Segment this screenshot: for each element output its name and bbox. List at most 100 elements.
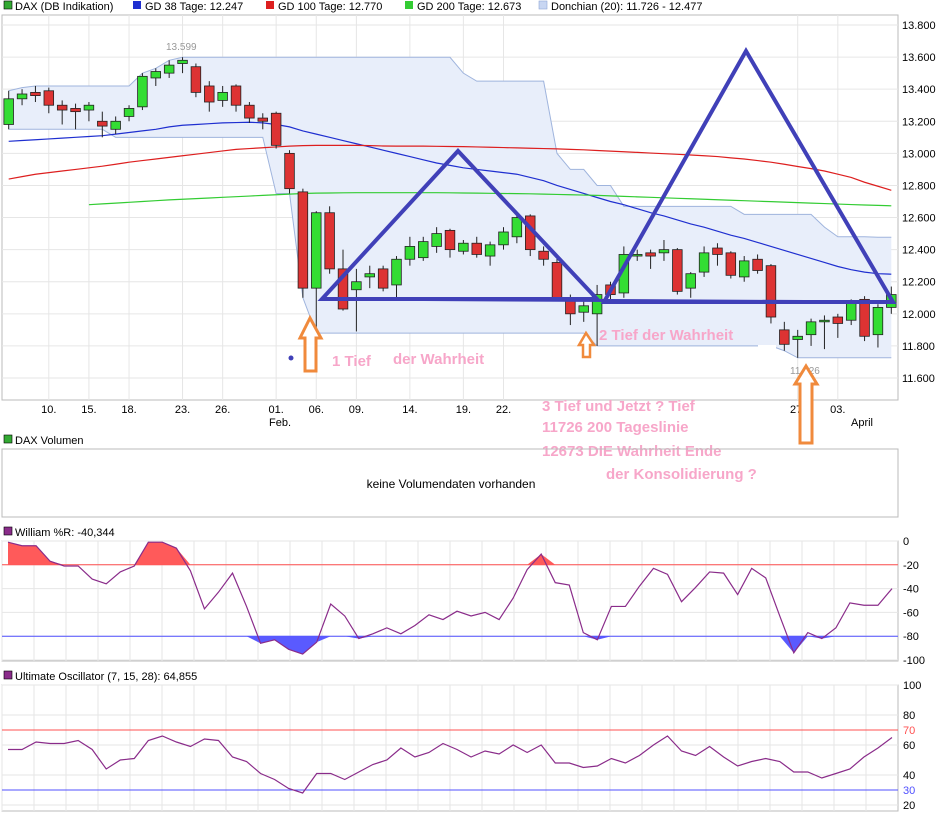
candle-body — [872, 306, 884, 336]
osc-y-tick: 80 — [903, 710, 915, 722]
candle-body — [805, 321, 817, 336]
legend-volume: DAX Volumen — [15, 435, 83, 447]
price-y-tick: 12.000 — [902, 309, 936, 321]
candle — [418, 236, 429, 261]
candle-body — [163, 64, 175, 74]
annotation-tief2: 2 Tief der Wahrheit — [599, 327, 733, 344]
williams-panel: William %R: -40,344 0 -20 -40 -60 -80 -100 — [1, 526, 925, 667]
legend-swatch-gd100 — [266, 1, 274, 9]
candle-body — [431, 233, 442, 247]
annotation-tief1-a: 1 Tief — [332, 353, 372, 370]
candle-body — [725, 252, 737, 276]
candle-body — [377, 268, 389, 289]
legend-donchian: Donchian (20): 11.726 - 12.477 — [551, 1, 702, 13]
candle — [458, 240, 469, 255]
candle — [738, 256, 750, 282]
arrow-up-3 — [792, 363, 820, 445]
candle — [137, 73, 148, 111]
candle-body — [458, 242, 469, 252]
osc-y-tick: -40 — [903, 584, 919, 596]
price-y-tick: 11.600 — [902, 373, 935, 385]
candle-body — [658, 249, 670, 254]
candle-body — [16, 93, 28, 100]
price-x-tick: 01. — [269, 404, 284, 416]
candle-body — [404, 246, 416, 260]
uo-band-label-upper: 70 — [903, 725, 915, 737]
candle — [377, 265, 389, 292]
candle — [792, 329, 803, 358]
candle-body — [351, 281, 362, 291]
candle-body — [150, 71, 162, 79]
candle-body — [511, 217, 523, 238]
candle — [444, 228, 456, 258]
candle — [404, 236, 416, 266]
candle — [244, 102, 255, 123]
candle-body — [190, 66, 202, 93]
x-sub-label-feb: Feb. — [269, 417, 291, 429]
legend-swatch-volume — [3, 434, 13, 444]
candle — [591, 284, 603, 346]
price-x-tick: 10. — [41, 404, 56, 416]
candle-body — [70, 108, 81, 113]
price-y-tick: 12.400 — [902, 245, 936, 257]
candle-body — [832, 316, 844, 324]
annotation-tief3-line2: 11726 200 Tageslinie — [542, 419, 689, 436]
candle — [43, 87, 55, 114]
candle-body — [204, 85, 215, 103]
candle-body — [123, 108, 135, 117]
gd100-line — [8, 144, 892, 191]
legend-dax: DAX (DB Indikation) — [15, 1, 113, 13]
candle-body — [284, 152, 295, 190]
candle — [97, 111, 108, 138]
legend-gd100: GD 100 Tage: 12.770 — [278, 1, 382, 13]
uo-grid — [1, 684, 898, 811]
candle-body — [779, 329, 790, 345]
price-x-tick: 03. — [830, 404, 845, 416]
candle-body — [738, 260, 750, 278]
candle-body — [712, 247, 723, 255]
candle — [123, 105, 135, 122]
neckline — [321, 297, 894, 304]
candle-body — [337, 268, 349, 310]
osc-y-tick: 0 — [903, 536, 909, 548]
annotation-backdrop-2 — [758, 345, 776, 362]
osc-y-tick: -80 — [903, 631, 919, 643]
legend-swatch-uo — [3, 670, 13, 680]
price-x-tick: 09. — [349, 404, 364, 416]
price-legend: DAX (DB Indikation) GD 38 Tage: 12.247 G… — [3, 0, 702, 13]
price-y-tick: 13.600 — [902, 52, 936, 64]
candle — [270, 111, 282, 149]
price-x-axis: 10. 15. 18. 23. 26. 01. 06. 09. 14. 19. 22. 27. 03. — [41, 404, 845, 416]
candle-body — [324, 212, 335, 270]
price-x-tick: 23. — [175, 404, 190, 416]
legend-uo: Ultimate Oscillator (7, 15, 28): 64,855 — [15, 671, 197, 683]
candle-body — [498, 231, 509, 246]
candle — [284, 150, 295, 194]
price-x-tick: 15. — [81, 404, 96, 416]
candle-body — [578, 305, 589, 313]
candle — [364, 265, 375, 289]
price-x-tick: 19. — [456, 404, 471, 416]
candle-body — [270, 112, 282, 146]
candle — [30, 85, 41, 103]
candle — [3, 90, 14, 130]
price-x-tick: 18. — [121, 404, 136, 416]
candle — [832, 313, 844, 338]
legend-swatch-williams — [3, 526, 13, 536]
candle — [819, 315, 830, 350]
candle — [230, 84, 242, 112]
uo-panel: Ultimate Oscillator (7, 15, 28): 64,855 … — [1, 670, 921, 812]
candle-body — [819, 319, 830, 323]
legend-swatch-gd200 — [405, 1, 413, 9]
candle — [56, 100, 68, 125]
annotation-tief3-line4: der Konsolidierung ? — [606, 466, 757, 483]
price-y-tick: 13.400 — [902, 84, 936, 96]
price-panel: DAX (DB Indikation) GD 38 Tage: 12.247 G… — [1, 0, 936, 483]
candle-body — [177, 59, 188, 64]
candles — [3, 57, 897, 358]
candle-body — [859, 298, 870, 337]
legend-swatch-gd38 — [133, 1, 141, 9]
annotation-backdrop-1 — [506, 348, 566, 374]
osc-y-tick: 20 — [903, 800, 915, 812]
candle — [297, 188, 309, 298]
